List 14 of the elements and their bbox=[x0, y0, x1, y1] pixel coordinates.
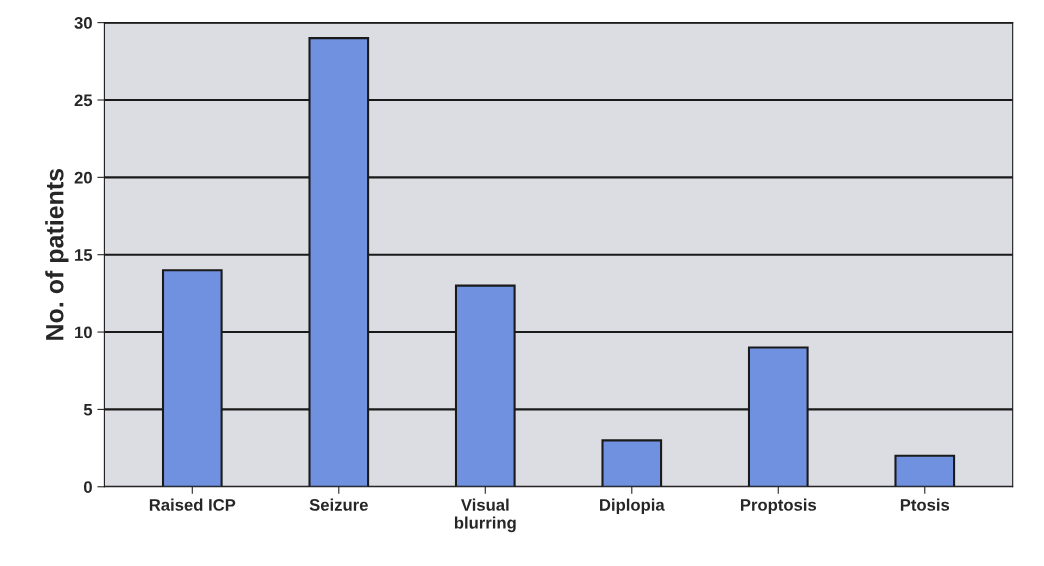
x-tick-label: Raised ICP bbox=[149, 498, 236, 511]
x-tick-label: Proptosis bbox=[740, 498, 817, 515]
y-tick-label: 30 bbox=[74, 17, 92, 29]
y-tick-label: 5 bbox=[83, 403, 93, 416]
y-tick-label: 10 bbox=[75, 326, 92, 339]
x-tick-label: Seizure bbox=[309, 498, 368, 511]
y-tick-label: 20 bbox=[74, 171, 92, 184]
x-tick-label: Visual blurring bbox=[454, 498, 516, 533]
x-tick-label: Diplopia bbox=[600, 498, 665, 515]
y-tick-label: 0 bbox=[83, 481, 92, 493]
y-tick-label: 25 bbox=[74, 94, 93, 107]
y-tick-label: 15 bbox=[75, 249, 93, 261]
y-axis-title: No. of patients bbox=[45, 168, 69, 340]
x-tick-label: Ptosis bbox=[900, 498, 950, 511]
